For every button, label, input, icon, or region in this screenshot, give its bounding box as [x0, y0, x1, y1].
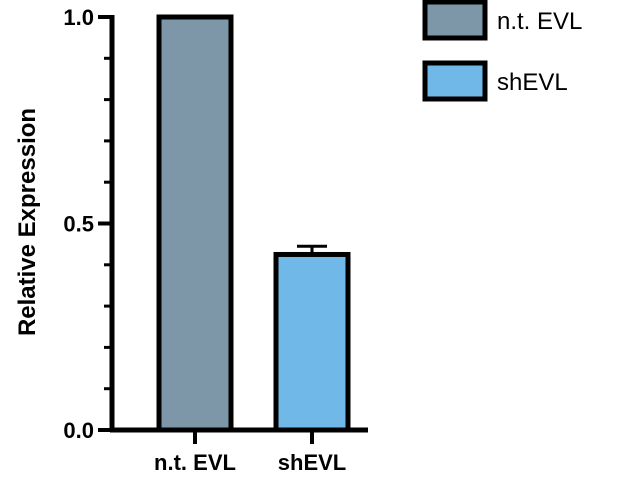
y-tick-label-1: 0.5 [63, 212, 94, 237]
bar-0 [156, 14, 234, 433]
y-tick-label-2: 1.0 [63, 5, 94, 30]
legend: n.t. EVL shEVL [422, 0, 582, 102]
y-tick-label-0: 0.0 [63, 418, 94, 443]
x-tick-label-0: n.t. EVL [154, 450, 236, 475]
y-axis-title: Relative Expression [14, 108, 41, 336]
legend-label-0: n.t. EVL [497, 8, 582, 35]
legend-label-1: shEVL [497, 69, 568, 96]
x-tick-label-1: shEVL [278, 450, 346, 475]
legend-swatch-0 [422, 0, 488, 41]
plot-area: 0.0 0.5 1.0 n.t. EVL shEVL [63, 5, 368, 475]
bar-1 [273, 251, 351, 433]
legend-swatch-1 [422, 60, 488, 102]
